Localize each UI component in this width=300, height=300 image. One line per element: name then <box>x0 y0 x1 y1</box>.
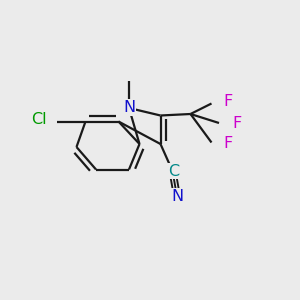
Text: N: N <box>172 189 184 204</box>
Text: F: F <box>224 136 232 151</box>
Text: Cl: Cl <box>31 112 47 128</box>
Text: F: F <box>232 116 242 130</box>
Text: C: C <box>168 164 179 178</box>
Text: N: N <box>124 100 136 115</box>
Text: F: F <box>224 94 232 110</box>
